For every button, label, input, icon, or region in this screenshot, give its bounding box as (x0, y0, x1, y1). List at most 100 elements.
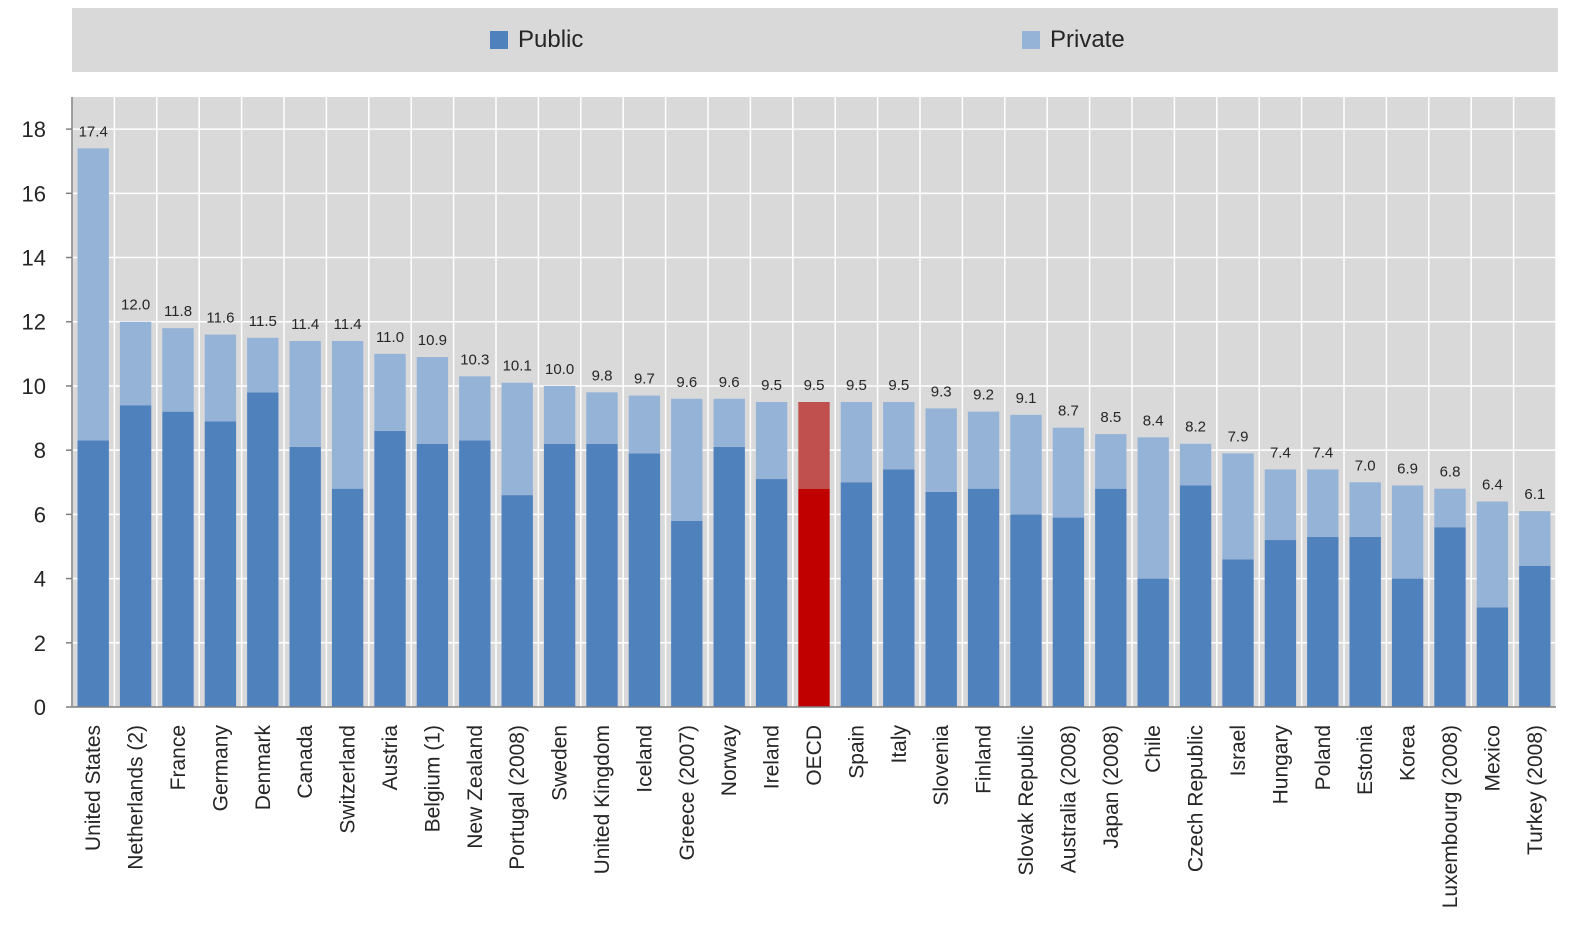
total-label-denmark: 11.5 (249, 313, 277, 330)
total-label-belgium-1: 10.9 (418, 332, 447, 349)
total-label-japan-2008: 8.5 (1100, 409, 1121, 426)
total-label-slovenia: 9.3 (931, 383, 952, 400)
total-label-italy: 9.5 (888, 377, 909, 394)
total-label-korea: 6.9 (1397, 460, 1418, 477)
total-label-portugal-2008: 10.1 (503, 358, 532, 375)
bar-private-australia-2008 (1052, 427, 1085, 518)
bar-private-japan-2008 (1095, 434, 1127, 489)
bar-public-czech-republic (1179, 485, 1212, 707)
total-label-turkey-2008: 6.1 (1524, 486, 1545, 503)
legend-swatch-public (490, 31, 508, 49)
total-label-poland: 7.4 (1312, 444, 1333, 461)
total-label-australia-2008: 8.7 (1058, 403, 1079, 420)
bar-public-korea (1391, 578, 1424, 707)
x-tick-label-germany: Germany (209, 725, 232, 812)
total-label-ireland: 9.5 (761, 377, 782, 394)
x-tick-label-israel: Israel (1227, 725, 1250, 776)
x-tick-label-iceland: Iceland (633, 725, 656, 793)
bar-public-hungary (1264, 540, 1297, 707)
x-tick-label-france: France (167, 725, 190, 790)
x-tick-label-united-states: United States (82, 725, 105, 851)
bar-private-italy (883, 402, 915, 470)
total-label-hungary: 7.4 (1270, 444, 1291, 461)
x-tick-label-czech-republic: Czech Republic (1185, 725, 1208, 872)
legend-background (72, 8, 1558, 72)
total-label-chile: 8.4 (1143, 412, 1164, 429)
x-tick-label-finland: Finland (973, 725, 996, 794)
x-tick-label-netherlands-2: Netherlands (2) (125, 725, 148, 870)
total-label-iceland: 9.7 (634, 371, 655, 388)
total-label-norway: 9.6 (719, 374, 740, 391)
bar-private-austria (374, 353, 406, 431)
x-tick-label-italy: Italy (888, 725, 911, 764)
bar-private-netherlands-2 (119, 321, 152, 406)
bar-public-italy (883, 469, 915, 707)
x-tick-label-new-zealand: New Zealand (464, 725, 487, 849)
bar-public-sweden (543, 443, 576, 707)
bar-public-australia-2008 (1052, 517, 1085, 707)
bar-private-france (162, 328, 194, 412)
x-tick-label-australia-2008: Australia (2008) (1057, 725, 1080, 873)
y-tick-label: 18 (22, 117, 46, 142)
bar-private-poland (1307, 469, 1339, 537)
total-label-austria: 11.0 (376, 329, 404, 346)
total-label-estonia: 7.0 (1355, 457, 1376, 474)
bar-private-united-kingdom (586, 392, 618, 444)
y-tick-label: 6 (34, 502, 46, 527)
x-tick-label-korea: Korea (1397, 725, 1420, 781)
y-tick-label: 2 (34, 631, 46, 656)
bar-private-switzerland (331, 341, 364, 489)
x-tick-label-norway: Norway (718, 725, 741, 797)
y-tick-label: 4 (34, 567, 46, 592)
bar-private-finland (967, 411, 1000, 489)
bar-private-spain (840, 402, 873, 483)
bar-private-hungary (1264, 469, 1297, 541)
total-label-france: 11.8 (164, 303, 192, 320)
total-label-switzerland: 11.4 (334, 316, 362, 333)
x-tick-label-spain: Spain (845, 725, 868, 779)
bar-private-turkey-2008 (1519, 511, 1551, 566)
bar-private-oecd (798, 402, 830, 489)
bar-public-finland (967, 488, 1000, 707)
bar-public-switzerland (331, 488, 364, 707)
bar-private-canada (289, 341, 321, 447)
x-tick-label-slovenia: Slovenia (930, 725, 953, 806)
y-tick-label: 0 (34, 695, 46, 720)
y-tick-label: 12 (22, 310, 46, 335)
x-tick-label-japan-2008: Japan (2008) (1100, 725, 1123, 849)
total-label-mexico: 6.4 (1482, 477, 1503, 494)
bar-private-ireland (755, 402, 788, 480)
legend-label-private: Private (1050, 26, 1125, 53)
x-tick-label-ireland: Ireland (761, 725, 784, 789)
total-label-united-kingdom: 9.8 (592, 367, 613, 384)
total-label-new-zealand: 10.3 (460, 351, 489, 368)
total-label-finland: 9.2 (973, 387, 994, 404)
x-tick-label-chile: Chile (1142, 725, 1165, 773)
x-tick-label-sweden: Sweden (549, 725, 572, 801)
bar-public-iceland (628, 453, 661, 707)
x-axis: United States Netherlands (2) France German… (72, 706, 1556, 908)
y-tick-label: 14 (22, 246, 46, 271)
total-label-luxembourg-2008: 6.8 (1440, 464, 1461, 481)
bar-private-belgium-1 (416, 357, 449, 444)
bar-public-new-zealand (459, 440, 491, 707)
bar-public-japan-2008 (1095, 488, 1127, 707)
x-tick-label-hungary: Hungary (1269, 725, 1292, 805)
bar-public-austria (374, 430, 406, 707)
bar-private-luxembourg-2008 (1434, 488, 1466, 528)
bar-public-estonia (1349, 536, 1381, 707)
bar-private-slovak-republic (1010, 414, 1042, 515)
bar-public-portugal-2008 (501, 495, 533, 707)
bar-private-mexico (1476, 501, 1509, 608)
legend: Public Private (72, 8, 1558, 72)
bar-private-portugal-2008 (501, 382, 533, 496)
x-tick-label-poland: Poland (1312, 725, 1335, 790)
y-tick-label: 10 (22, 374, 46, 399)
total-label-canada: 11.4 (291, 316, 319, 333)
bar-private-new-zealand (459, 376, 491, 441)
bar-public-france (162, 411, 194, 707)
bar-private-iceland (628, 395, 661, 454)
bar-private-greece-2007 (671, 398, 703, 521)
x-tick-label-luxembourg-2008: Luxembourg (2008) (1439, 725, 1462, 908)
